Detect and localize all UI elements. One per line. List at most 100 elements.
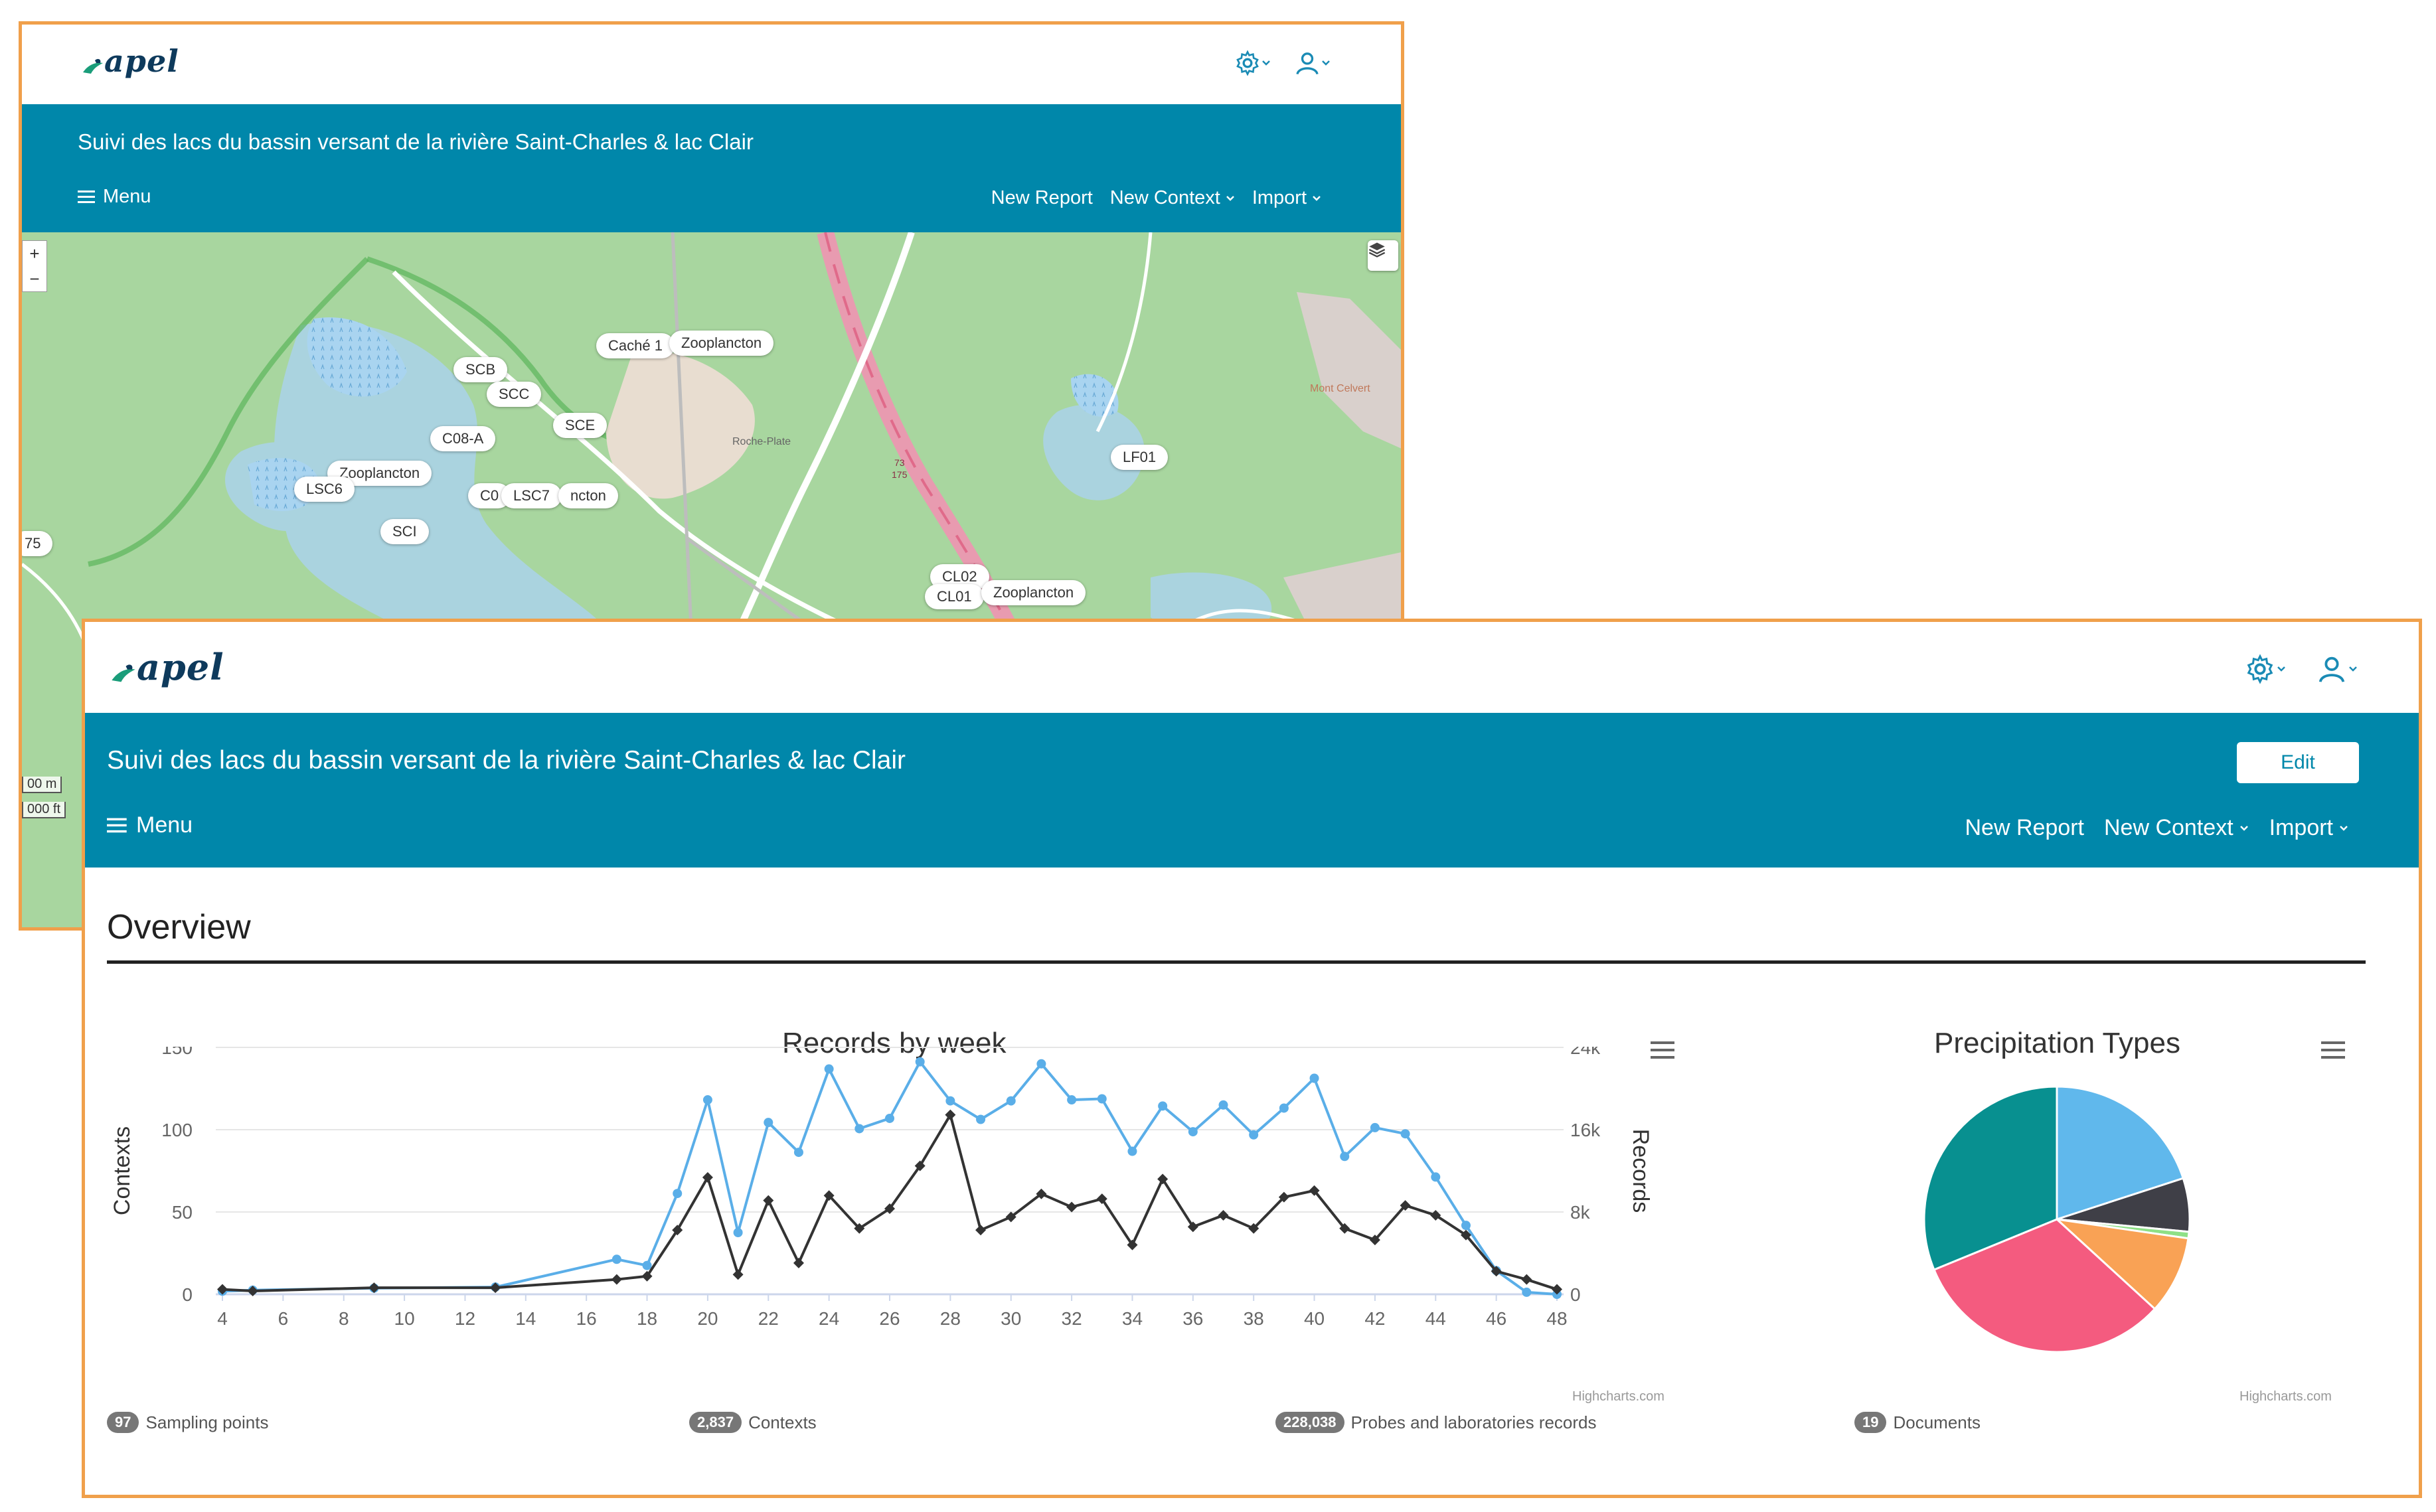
data-point xyxy=(1097,1094,1107,1104)
user-icon xyxy=(1296,52,1319,75)
map-marker-label[interactable]: Zooplancton xyxy=(669,331,774,356)
apel-logo[interactable]: apel xyxy=(82,43,179,79)
x-tick-label: 18 xyxy=(637,1308,657,1329)
user-menu[interactable] xyxy=(1294,50,1331,76)
map-marker-label[interactable]: 75 xyxy=(22,531,53,556)
new-context-dropdown[interactable]: New Context xyxy=(1110,187,1235,209)
data-point xyxy=(1339,1223,1350,1234)
map-marker-label[interactable]: LSC7 xyxy=(501,483,562,508)
map-marker-label[interactable]: CL01 xyxy=(925,584,984,609)
menu-button[interactable]: Menu xyxy=(78,186,151,208)
map-road-label: 175 xyxy=(892,469,908,480)
data-point xyxy=(1400,1129,1410,1139)
map-marker-label[interactable]: Caché 1 xyxy=(596,333,675,358)
data-point xyxy=(247,1286,258,1297)
x-tick-label: 26 xyxy=(879,1308,900,1329)
y2-tick-label: 8k xyxy=(1570,1202,1591,1223)
scale-bar-imperial: 000 ft xyxy=(22,802,66,818)
stat-label: Sampling points xyxy=(145,1412,269,1432)
bird-logo-icon xyxy=(83,58,103,74)
map-marker-label[interactable]: Zooplancton xyxy=(981,580,1086,605)
x-tick-label: 28 xyxy=(940,1308,961,1329)
zoom-in-button[interactable]: + xyxy=(29,244,40,264)
edit-button[interactable]: Edit xyxy=(2237,742,2359,783)
chevron-down-icon xyxy=(2340,825,2348,831)
data-point xyxy=(1036,1059,1046,1069)
data-point xyxy=(763,1195,774,1206)
scale-bar-metric: 00 m xyxy=(22,777,62,793)
x-tick-label: 32 xyxy=(1062,1308,1082,1329)
records-chart-menu-button[interactable] xyxy=(1651,1040,1674,1063)
x-tick-label: 30 xyxy=(1001,1308,1021,1329)
settings-menu[interactable] xyxy=(2245,654,2287,684)
chevron-down-icon xyxy=(2277,666,2285,672)
chevron-down-icon xyxy=(1262,60,1270,66)
data-point xyxy=(793,1148,803,1158)
y-tick-label: 0 xyxy=(182,1284,193,1305)
chart-credits[interactable]: Highcharts.com xyxy=(1572,1389,1665,1404)
data-point xyxy=(1552,1284,1562,1295)
map-marker-label[interactable]: SCI xyxy=(380,519,429,544)
project-bar: Suivi des lacs du bassin versant de la r… xyxy=(22,104,1401,232)
x-tick-label: 12 xyxy=(455,1308,475,1329)
menu-button[interactable]: Menu xyxy=(107,812,193,838)
map-marker-label[interactable]: C08-A xyxy=(430,426,496,451)
zoom-out-button[interactable]: − xyxy=(29,269,40,289)
data-point xyxy=(885,1113,894,1123)
data-point xyxy=(945,1109,956,1120)
x-tick-label: 36 xyxy=(1182,1308,1203,1329)
data-point xyxy=(1309,1185,1320,1196)
data-point xyxy=(1188,1127,1198,1137)
settings-menu[interactable] xyxy=(1234,50,1271,76)
precip-chart-title: Precipitation Types xyxy=(1934,1027,2180,1059)
data-point xyxy=(1187,1221,1198,1233)
series-line xyxy=(222,1111,1558,1293)
data-point xyxy=(1309,1073,1319,1083)
map-marker-label[interactable]: LF01 xyxy=(1111,445,1169,470)
new-context-dropdown[interactable]: New Context xyxy=(2104,815,2249,841)
new-report-link[interactable]: New Report xyxy=(991,187,1093,209)
data-point xyxy=(884,1203,895,1215)
user-menu[interactable] xyxy=(2316,654,2359,684)
data-point xyxy=(1067,1095,1077,1105)
project-bar: Suivi des lacs du bassin versant de la r… xyxy=(85,713,2419,868)
precip-chart-menu-button[interactable] xyxy=(2321,1040,2345,1063)
chart-credits[interactable]: Highcharts.com xyxy=(2239,1389,2332,1404)
new-context-label: New Context xyxy=(2104,815,2233,840)
map-marker-label[interactable]: LSC6 xyxy=(294,477,355,502)
data-point xyxy=(976,1114,986,1124)
y2-axis-title: Records xyxy=(1628,1129,1653,1213)
map-marker-label[interactable]: ncton xyxy=(558,483,618,508)
project-title: Suivi des lacs du bassin versant de la r… xyxy=(78,129,754,154)
map-marker-label[interactable]: SCB xyxy=(453,357,508,382)
data-point xyxy=(1218,1209,1229,1221)
pie-slice xyxy=(1933,1218,2156,1353)
map-marker-label[interactable]: SCE xyxy=(553,413,608,438)
data-point xyxy=(1036,1188,1047,1199)
x-tick-label: 34 xyxy=(1122,1308,1143,1329)
data-point xyxy=(733,1228,743,1237)
apel-logo[interactable]: apel xyxy=(110,646,224,688)
hamburger-icon xyxy=(2321,1041,2345,1059)
data-point xyxy=(1279,1103,1289,1113)
import-dropdown[interactable]: Import xyxy=(1252,187,1321,209)
new-report-link[interactable]: New Report xyxy=(1965,815,2084,841)
pie-slice xyxy=(1923,1085,2058,1271)
overview-window: apel Suivi des lacs du bassin versant de… xyxy=(82,619,2422,1498)
chevron-down-icon xyxy=(2349,666,2357,672)
data-point xyxy=(764,1118,773,1128)
logo-text: apel xyxy=(104,43,179,79)
user-icon xyxy=(2318,656,2345,682)
x-tick-label: 40 xyxy=(1304,1308,1325,1329)
count-badge: 97 xyxy=(107,1412,139,1433)
import-dropdown[interactable]: Import xyxy=(2269,815,2349,841)
chevron-down-icon xyxy=(1322,60,1330,66)
data-point xyxy=(368,1282,380,1294)
map-marker-label[interactable]: SCC xyxy=(487,382,542,407)
data-point xyxy=(1066,1201,1078,1213)
layers-button[interactable] xyxy=(1368,240,1398,271)
map-place-label: Mont Celvert xyxy=(1310,383,1370,394)
x-tick-label: 6 xyxy=(278,1308,289,1329)
nav-actions: New Report New Context Import xyxy=(1965,815,2349,841)
y2-tick-label: 0 xyxy=(1570,1284,1581,1305)
